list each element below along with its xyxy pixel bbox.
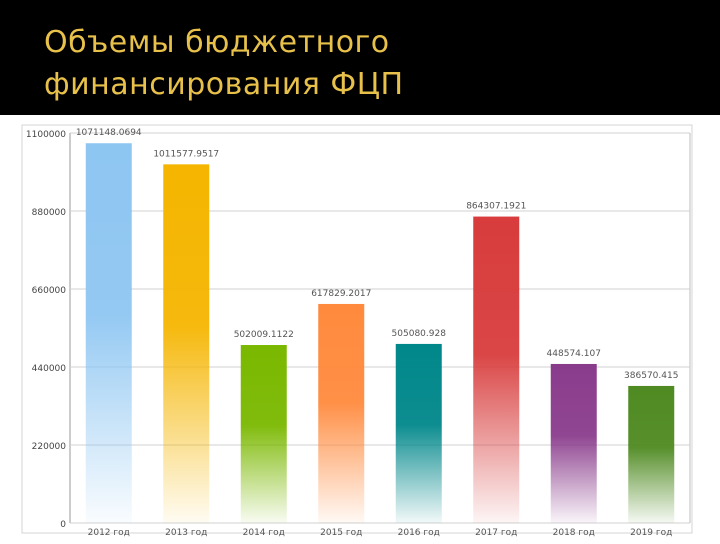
bar-value-label: 502009.1122 (234, 330, 294, 340)
chart-area: 0 220000 440000 660000 880000 1100000 1071148… (0, 115, 720, 540)
x-tick-label: 2012 год (88, 528, 130, 538)
x-tick-label: 2013 год (165, 528, 207, 538)
x-tick-label: 2015 год (320, 528, 362, 538)
y-tick-label: 660000 (32, 286, 67, 296)
bar-value-label: 1011577.9517 (153, 149, 219, 159)
y-tick-label: 880000 (32, 208, 67, 218)
bar-2019-год (628, 385, 675, 523)
bar-2015-год (318, 303, 365, 523)
x-tick-label: 2014 год (243, 528, 285, 538)
bar-2018-год (550, 363, 597, 523)
bar-value-label: 617829.2017 (311, 289, 371, 299)
bar-value-label: 1071148.0694 (76, 128, 142, 138)
bar-2014-год (240, 345, 287, 523)
x-tick-label: 2019 год (630, 528, 672, 538)
y-tick-label: 1100000 (26, 130, 66, 140)
x-tick-label: 2017 год (475, 528, 517, 538)
bar-2013-год (163, 164, 210, 523)
bar-value-label: 386570.415 (624, 371, 678, 381)
y-tick-label: 440000 (32, 364, 67, 374)
x-tick-label: 2016 год (398, 528, 440, 538)
slide-title: Объемы бюджетного финансирования ФЦП (44, 25, 404, 102)
bar-value-label: 864307.1921 (466, 202, 526, 212)
x-tick-label: 2018 год (553, 528, 595, 538)
y-tick-label: 0 (60, 520, 66, 530)
bar-chart: 0 220000 440000 660000 880000 1100000 1071148… (21, 124, 693, 538)
bar-2017-год (473, 216, 520, 523)
bar-2016-год (395, 343, 442, 523)
slide-header: Объемы бюджетного финансирования ФЦП (0, 0, 720, 115)
bar-value-label: 505080.928 (392, 329, 447, 339)
bar-value-label: 448574.107 (547, 349, 601, 359)
y-tick-label: 220000 (32, 442, 67, 452)
bar-2012-год (85, 143, 132, 524)
